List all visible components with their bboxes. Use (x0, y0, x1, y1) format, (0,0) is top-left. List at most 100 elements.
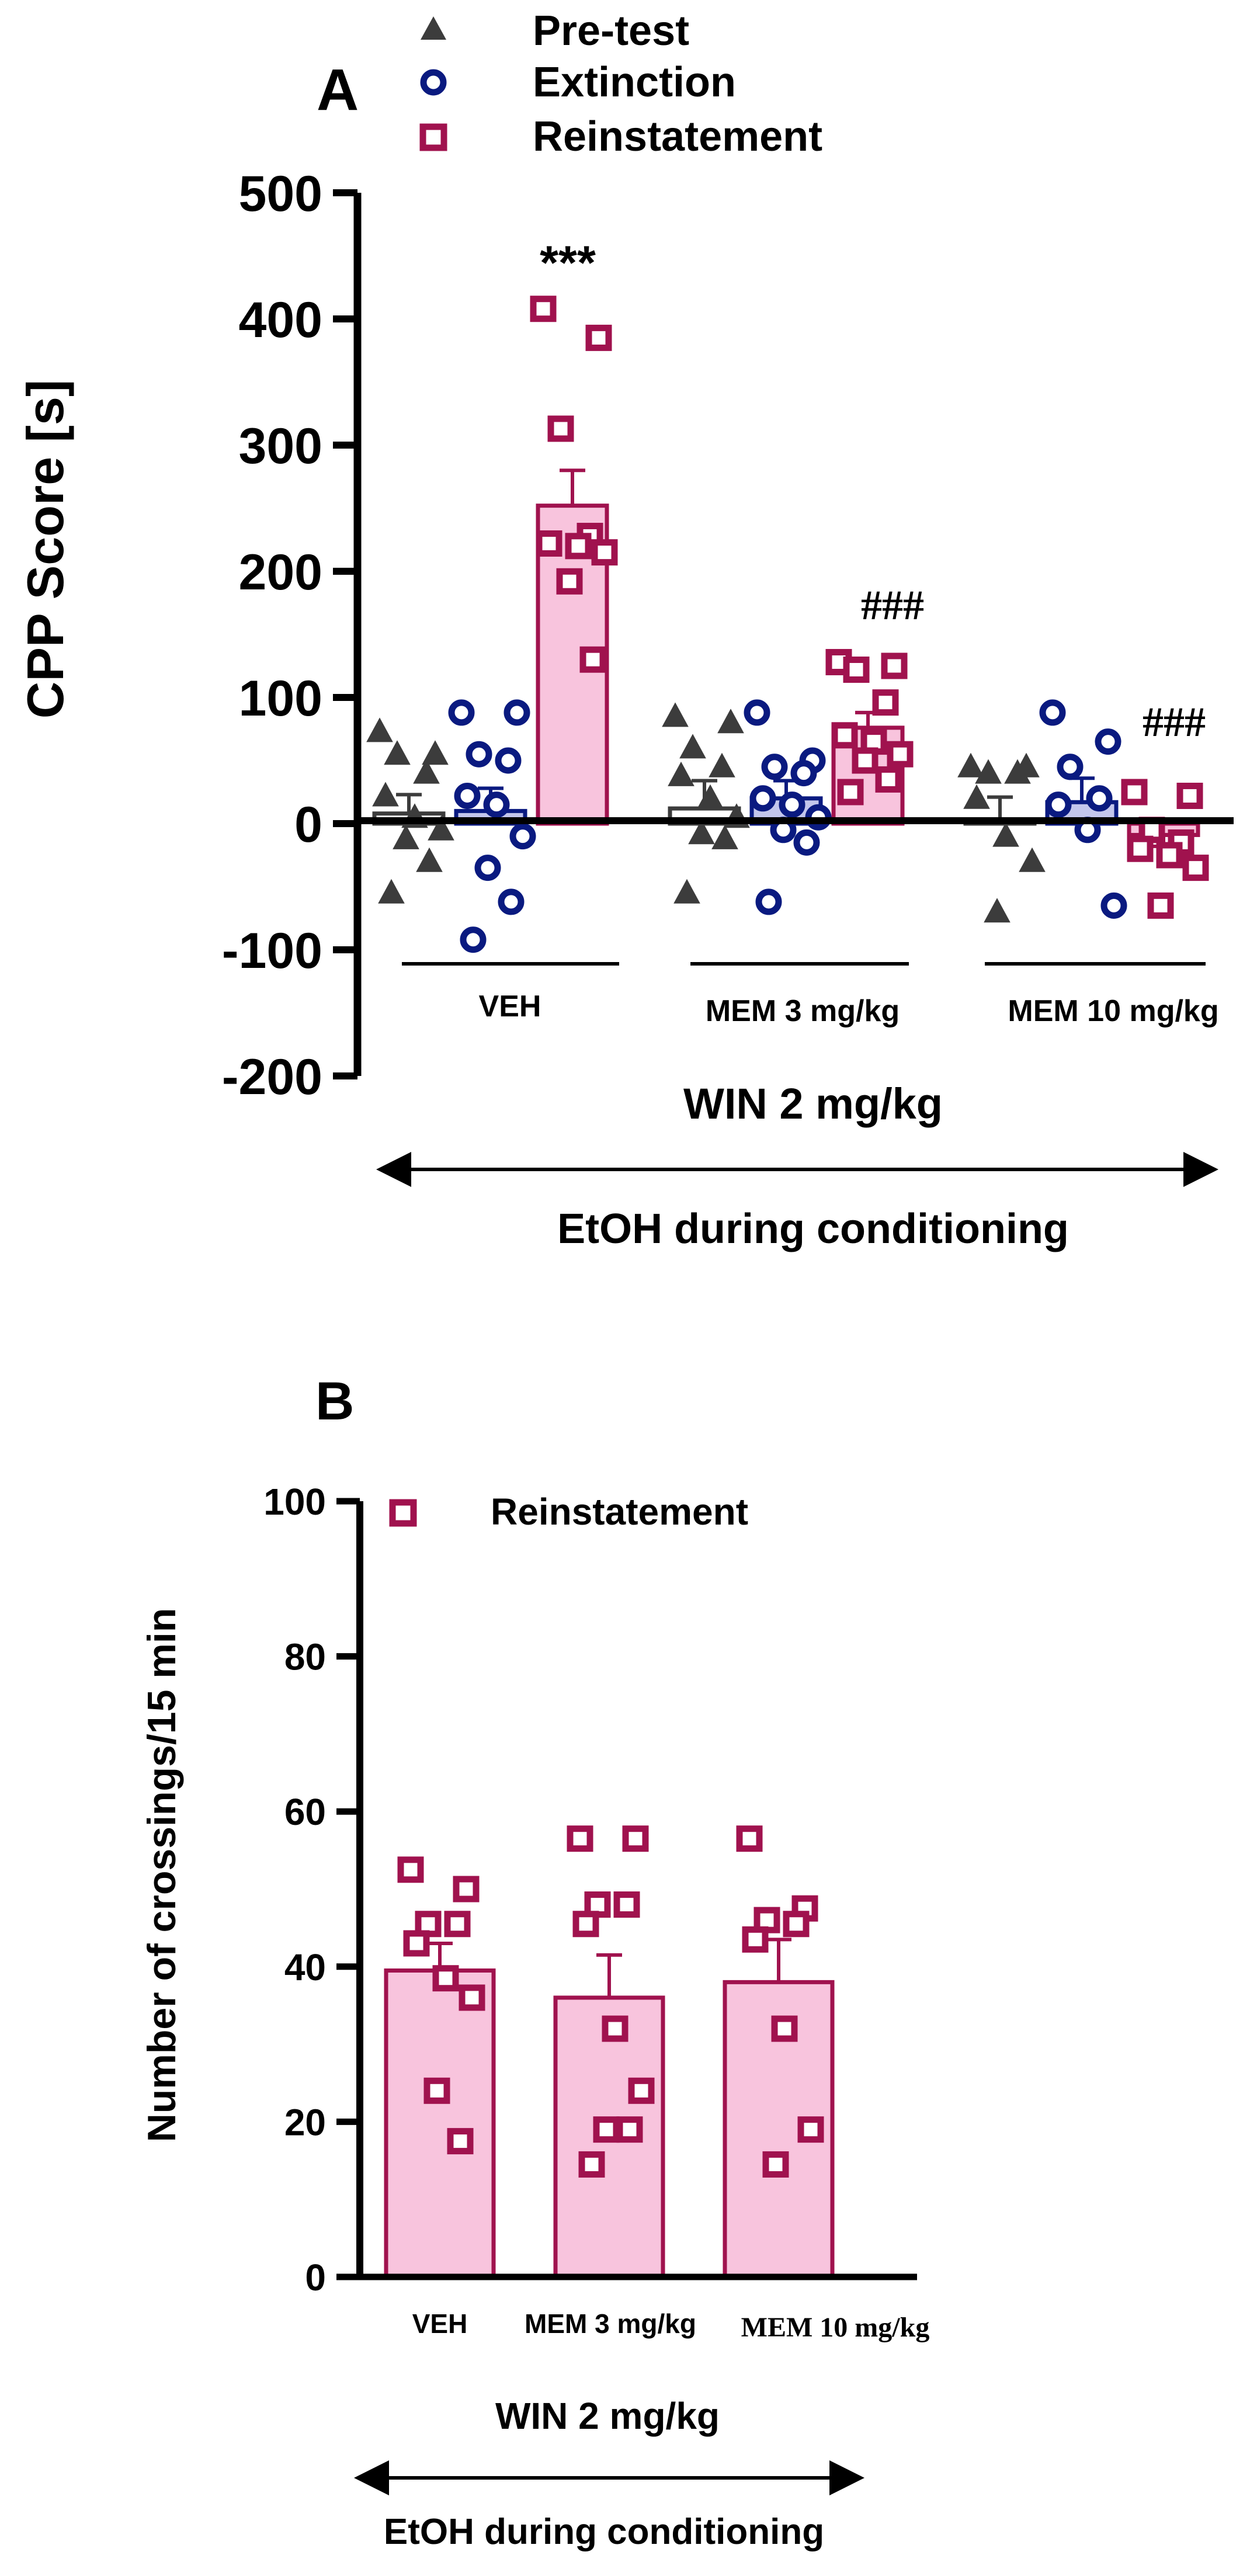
point-veh-extinction-8 (498, 888, 525, 915)
point-mem-10-mg-kg-reinstatement-5 (1156, 842, 1183, 869)
point-mem-3-mg-kg-reinstatement-1 (881, 652, 908, 679)
panel-b-category-mem10: MEM 10 mg/kg (741, 2312, 930, 2343)
panel-a-y-ticks (333, 189, 357, 1079)
point-mem-10-mg-kg-reinstatement-1 (1176, 782, 1203, 809)
point-mem-3-mg-kg-reinstatement-6 (887, 741, 914, 768)
point-mem-3-mg-kg-extinction-0 (744, 699, 770, 726)
point-veh-reinstatement-8 (447, 2128, 474, 2155)
point-veh-extinction-4 (454, 782, 481, 809)
panel-a-y-tick-labels: 500 400 300 200 100 0 -100 -200 (222, 166, 322, 1105)
bar-veh-reinstatement (384, 1968, 496, 2279)
point-veh-reinstatement-1 (453, 1876, 480, 1903)
point-veh-extinction-0 (448, 699, 475, 726)
panel-a-category-veh: VEH (479, 990, 541, 1023)
y-tick-label-100: 100 (263, 1481, 326, 1523)
y-tick-label-0: 0 (305, 2256, 326, 2299)
legend-extinction-label: Extinction (533, 59, 736, 106)
point-mem-3-mg-kg-pre-test-9 (673, 879, 700, 904)
y-tick-label-500: 500 (239, 166, 323, 222)
point-mem-10-mg-kg-pre-test-3 (1004, 759, 1031, 784)
point-mem-10-mg-kg-extinction-3 (1086, 785, 1113, 812)
panel-a-significance-veh: *** (540, 237, 596, 290)
point-veh-reinstatement-4 (403, 1930, 430, 1957)
point-veh-reinstatement-5 (432, 1965, 459, 1992)
point-mem-10-mg-kg-extinction-2 (1057, 754, 1084, 780)
point-veh-pre-test-3 (413, 759, 440, 784)
point-mem-10-mg-kg-reinstatement-6 (797, 2116, 824, 2143)
panel-a-category-mem3: MEM 3 mg/kg (706, 994, 900, 1028)
point-mem-10-mg-kg-pre-test-4 (963, 784, 990, 809)
point-mem-3-mg-kg-reinstatement-4 (572, 1911, 599, 1938)
point-mem-3-mg-kg-reinstatement-0 (567, 1825, 593, 1852)
point-veh-extinction-1 (504, 699, 530, 726)
point-veh-pre-test-0 (366, 717, 393, 742)
point-mem-10-mg-kg-reinstatement-4 (742, 1926, 769, 1953)
y-tick-label-20: 20 (284, 2101, 326, 2143)
point-mem-3-mg-kg-reinstatement-2 (843, 656, 870, 683)
point-mem-3-mg-kg-reinstatement-8 (875, 766, 902, 793)
point-mem-3-mg-kg-reinstatement-9 (837, 779, 864, 806)
point-veh-pre-test-7 (393, 824, 419, 849)
panel-b: B Reinstatement Number of crossings/15 m… (140, 1372, 929, 2552)
panel-a-y-axis-title: CPP Score [s] (16, 380, 74, 718)
point-veh-pre-test-4 (372, 782, 399, 807)
point-mem-3-mg-kg-pre-test-4 (668, 761, 695, 786)
point-mem-3-mg-kg-extinction-8 (793, 829, 820, 856)
y-tick-label-60: 60 (284, 1791, 326, 1833)
point-veh-reinstatement-6 (591, 539, 618, 566)
panel-b-group-label: WIN 2 mg/kg (495, 2395, 720, 2437)
point-mem-3-mg-kg-reinstatement-6 (628, 2077, 655, 2104)
y-tick-label-40: 40 (284, 1946, 326, 1988)
point-veh-reinstatement-7 (556, 568, 583, 595)
panel-a-error-bars (396, 468, 1176, 848)
point-veh-reinstatement-0 (530, 296, 557, 322)
legend-pretest-label: Pre-test (533, 8, 689, 54)
point-mem-10-mg-kg-reinstatement-7 (762, 2151, 789, 2178)
legend-extinction-marker (420, 69, 447, 96)
point-mem-3-mg-kg-pre-test-5 (697, 784, 724, 809)
point-mem-10-mg-kg-extinction-4 (1045, 791, 1072, 818)
panel-b-legend: Reinstatement (389, 1491, 748, 1533)
panel-b-arrow-label: EtOH during conditioning (384, 2512, 824, 2552)
point-mem-10-mg-kg-pre-test-7 (984, 898, 1011, 923)
legend-reinstatement-label: Reinstatement (533, 113, 822, 160)
point-mem-10-mg-kg-pre-test-0 (957, 752, 984, 777)
y-tick-label-100: 100 (239, 671, 323, 727)
point-mem-10-mg-kg-pre-test-2 (975, 759, 1002, 784)
point-mem-10-mg-kg-reinstatement-4 (1127, 835, 1154, 862)
point-mem-10-mg-kg-extinction-6 (1100, 892, 1127, 919)
y-tick-label-200: 200 (239, 544, 323, 600)
point-mem-3-mg-kg-pre-test-2 (679, 734, 706, 759)
panel-b-y-axis-title: Number of crossings/15 min (140, 1608, 184, 2142)
point-mem-3-mg-kg-pre-test-7 (688, 820, 715, 845)
point-mem-10-mg-kg-reinstatement-0 (1121, 779, 1148, 806)
panel-a-significance-mem3: ### (861, 582, 924, 629)
panel-a: A Pre-test Extinction Reinstatement CPP … (16, 8, 1234, 1252)
y-tick-label-100: -100 (222, 923, 322, 979)
y-tick-label-80: 80 (284, 1636, 326, 1678)
point-veh-extinction-9 (460, 926, 487, 953)
point-veh-reinstatement-0 (397, 1856, 424, 1883)
panel-b-points (397, 1825, 824, 2178)
point-mem-10-mg-kg-reinstatement-6 (1182, 855, 1209, 881)
point-veh-pre-test-1 (422, 740, 449, 765)
point-mem-3-mg-kg-reinstatement-5 (602, 2015, 628, 2042)
point-mem-3-mg-kg-pre-test-1 (717, 709, 744, 734)
y-tick-label-300: 300 (239, 418, 323, 474)
point-veh-extinction-7 (474, 855, 501, 881)
point-mem-3-mg-kg-extinction-9 (755, 888, 782, 915)
legend-pretest-marker (421, 16, 446, 40)
point-veh-reinstatement-8 (579, 646, 606, 673)
point-mem-3-mg-kg-extinction-4 (749, 785, 776, 812)
y-tick-label-0: 0 (294, 797, 322, 853)
point-mem-3-mg-kg-pre-test-0 (662, 702, 689, 727)
legend-b-reinstatement-marker (389, 1499, 417, 1527)
point-mem-3-mg-kg-reinstatement-9 (578, 2151, 605, 2178)
panel-a-arrow-label: EtOH during conditioning (557, 1206, 1069, 1252)
point-mem-3-mg-kg-reinstatement-7 (852, 747, 878, 774)
point-mem-10-mg-kg-reinstatement-7 (1147, 892, 1174, 919)
point-mem-3-mg-kg-reinstatement-1 (622, 1825, 649, 1852)
panel-a-group-label: WIN 2 mg/kg (683, 1079, 943, 1128)
y-tick-label-400: 400 (239, 292, 323, 348)
point-veh-pre-test-2 (384, 740, 411, 765)
